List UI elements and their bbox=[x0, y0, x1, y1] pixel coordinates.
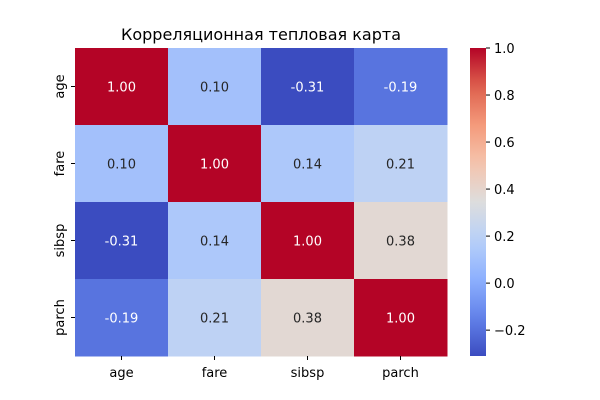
cell-value-label: 0.14 bbox=[293, 158, 322, 173]
heatmap-cell-fare-fare bbox=[168, 125, 262, 203]
x-tick-label: fare bbox=[202, 366, 228, 381]
heatmap-cell-parch-age bbox=[75, 279, 169, 357]
y-axis: age fare sibsp parch bbox=[53, 74, 75, 336]
colorbar-tick-label: 0.8 bbox=[494, 89, 515, 104]
heatmap-cell-age-fare bbox=[168, 48, 262, 126]
cell-value-label: 1.00 bbox=[293, 235, 322, 250]
y-tick-label: parch bbox=[53, 299, 68, 336]
heatmap-cell-sibsp-fare bbox=[168, 202, 262, 280]
chart-title: Корреляционная тепловая карта bbox=[121, 25, 401, 44]
heatmap-cell-fare-sibsp bbox=[261, 125, 355, 203]
cell-value-label: -0.31 bbox=[291, 81, 325, 96]
heatmap-cell-fare-age bbox=[75, 125, 169, 203]
x-axis: age fare sibsp parch bbox=[109, 356, 419, 381]
colorbar: −0.2 0.0 0.2 0.4 0.6 0.8 1.0 bbox=[470, 42, 526, 356]
heatmap-cell-sibsp-age bbox=[75, 202, 169, 280]
heatmap-cell-age-parch bbox=[354, 48, 448, 126]
colorbar-gradient bbox=[470, 48, 486, 356]
cell-value-label: 0.14 bbox=[200, 235, 229, 250]
colorbar-tick-label: 1.0 bbox=[494, 42, 515, 57]
x-tick-label: sibsp bbox=[291, 366, 325, 381]
cell-value-label: -0.19 bbox=[384, 81, 418, 96]
heatmap-cell-sibsp-parch bbox=[354, 202, 448, 280]
heatmap-cell-parch-parch bbox=[354, 279, 448, 357]
heatmap-cell-age-age bbox=[75, 48, 169, 126]
cell-value-label: 0.10 bbox=[107, 158, 136, 173]
heatmap-cell-parch-fare bbox=[168, 279, 262, 357]
heatmap-cells: 1.00 0.10 -0.31 -0.19 0.10 1.00 0.14 0.21 -0.31 0… bbox=[75, 48, 448, 357]
colorbar-tick-label: 0.0 bbox=[494, 277, 515, 292]
cell-value-label: 0.10 bbox=[200, 81, 229, 96]
cell-value-label: 1.00 bbox=[386, 312, 415, 327]
colorbar-tick-label: −0.2 bbox=[494, 324, 526, 339]
colorbar-tick-label: 0.4 bbox=[494, 183, 515, 198]
heatmap-cell-fare-parch bbox=[354, 125, 448, 203]
y-tick-label: age bbox=[53, 74, 68, 98]
x-tick-label: age bbox=[109, 366, 133, 381]
cell-value-label: 0.21 bbox=[386, 158, 415, 173]
cell-value-label: 0.21 bbox=[200, 312, 229, 327]
cell-value-label: -0.31 bbox=[105, 235, 139, 250]
cell-value-label: 0.38 bbox=[293, 312, 322, 327]
x-tick-label: parch bbox=[382, 366, 419, 381]
colorbar-tick-label: 0.6 bbox=[494, 136, 515, 151]
cell-value-label: 1.00 bbox=[200, 158, 229, 173]
cell-value-label: 1.00 bbox=[107, 81, 136, 96]
heatmap-cell-sibsp-sibsp bbox=[261, 202, 355, 280]
cell-value-label: -0.19 bbox=[105, 312, 139, 327]
colorbar-tick-label: 0.2 bbox=[494, 230, 515, 245]
y-tick-label: fare bbox=[53, 151, 68, 177]
heatmap-cell-parch-sibsp bbox=[261, 279, 355, 357]
y-tick-label: sibsp bbox=[53, 224, 68, 258]
heatmap-cell-age-sibsp bbox=[261, 48, 355, 126]
cell-value-label: 0.38 bbox=[386, 235, 415, 250]
